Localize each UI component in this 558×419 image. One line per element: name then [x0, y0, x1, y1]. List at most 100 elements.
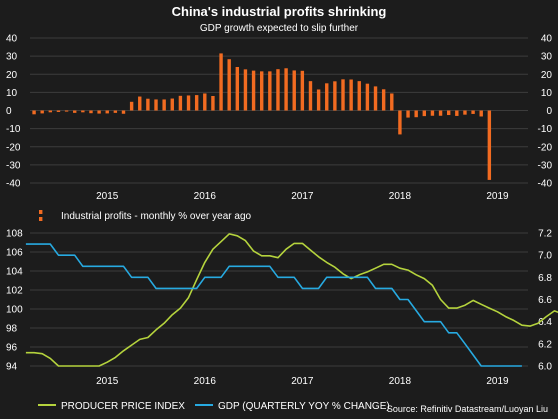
x-tick-label: 2017 — [291, 191, 314, 202]
bar — [487, 110, 492, 180]
bar — [32, 110, 36, 115]
bar — [162, 99, 166, 111]
x-tick-label: 2018 — [389, 191, 412, 202]
bar — [81, 110, 85, 113]
bar — [300, 70, 305, 111]
legend-industrial-profits: Industrial profits - monthly % over year… — [61, 211, 252, 222]
x-tick-label: 2018 — [389, 376, 412, 387]
bar — [471, 110, 475, 114]
bar — [268, 71, 272, 111]
y-tick-label-right: 6.4 — [538, 317, 552, 328]
bar — [260, 71, 264, 111]
y-tick-label-left: -40 — [6, 179, 21, 190]
y-tick-label-right: 30 — [541, 52, 553, 63]
bottom-legend: PRODUCER PRICE INDEX GDP (QUARTERLY YOY … — [38, 401, 390, 412]
bar — [105, 110, 109, 114]
y-tick-label-right: 20 — [541, 70, 553, 81]
bar — [89, 110, 93, 114]
bar — [73, 110, 77, 113]
y-tick-label-left: -10 — [6, 124, 21, 135]
bar — [146, 98, 150, 111]
x-tick-label: 2015 — [96, 191, 119, 202]
y-tick-label-right: 10 — [541, 88, 553, 99]
y-tick-label-right: -30 — [538, 160, 553, 171]
x-tick-label: 2019 — [486, 376, 509, 387]
legend-bar-icon — [39, 210, 43, 221]
y-tick-label-left: -30 — [6, 160, 21, 171]
gdp-line — [25, 243, 522, 367]
y-tick-label-left: 98 — [6, 324, 18, 335]
bar — [194, 95, 199, 111]
bar — [325, 83, 329, 111]
y-tick-label-right: 6.6 — [538, 295, 552, 306]
y-tick-label-left: 10 — [6, 88, 18, 99]
bar — [113, 110, 118, 113]
bar — [398, 110, 402, 135]
bar — [219, 53, 223, 111]
bar — [40, 110, 44, 114]
bar — [455, 110, 459, 116]
y-tick-label-right: 0 — [546, 106, 552, 117]
bar — [121, 110, 126, 114]
source-note: Source: Refinitiv Datastream/Luoyan Liu — [387, 404, 548, 414]
bar — [292, 70, 296, 111]
bar — [373, 86, 378, 111]
bar — [349, 79, 353, 111]
y-tick-label-left: 100 — [6, 305, 23, 316]
bar — [463, 110, 467, 115]
bar — [56, 110, 61, 112]
bar — [381, 89, 386, 111]
y-tick-label-left: -20 — [6, 142, 21, 153]
chart-subtitle: GDP growth expected to slip further — [200, 23, 359, 34]
bar — [138, 96, 142, 111]
bar — [97, 110, 101, 114]
y-tick-label-left: 96 — [6, 343, 18, 354]
y-tick-label-right: -10 — [538, 124, 553, 135]
y-tick-label-right: 7.2 — [538, 229, 552, 240]
bar — [414, 110, 418, 118]
bar — [170, 98, 174, 111]
y-tick-label-left: 94 — [6, 362, 18, 373]
bar — [341, 79, 345, 111]
y-tick-label-left: 30 — [6, 52, 18, 63]
chart-title: China's industrial profits shrinking — [172, 4, 387, 19]
bar — [333, 81, 337, 111]
bar — [178, 95, 183, 111]
y-tick-label-left: 104 — [6, 267, 23, 278]
industrial-profits-panel: -40 -40 -30 -30 -20 -20 -10 -10 0 0 10 10 20 20 30 30 40… — [6, 34, 552, 203]
y-tick-label-left: 20 — [6, 70, 18, 81]
bar — [316, 89, 321, 111]
bar — [243, 69, 248, 111]
legend-bar-mark — [39, 217, 43, 221]
ppi-gdp-panel: 94 96 98 100 102 104 106 108 6.0 6.2 6.4 6.6 6.8 7.0 7… — [6, 229, 558, 387]
bar — [276, 69, 280, 111]
ppi-line — [25, 233, 558, 367]
bar — [227, 59, 231, 111]
bar — [438, 110, 443, 116]
x-tick-label: 2019 — [486, 191, 509, 202]
y-tick-label-left: 108 — [6, 229, 23, 240]
bar — [64, 110, 69, 112]
bar — [186, 95, 191, 111]
bar — [48, 110, 53, 113]
bar — [235, 67, 240, 111]
bar — [365, 83, 370, 111]
y-tick-label-left: 102 — [6, 286, 23, 297]
y-tick-label-right: 6.0 — [538, 362, 552, 373]
y-tick-label-left: 40 — [6, 34, 18, 45]
legend-gdp: GDP (QUARTERLY YOY % CHANGE) — [218, 401, 390, 412]
y-tick-label-right: 40 — [541, 34, 553, 45]
bar — [430, 110, 435, 116]
bar — [211, 96, 215, 111]
bar — [479, 110, 483, 117]
bar — [308, 81, 313, 111]
legend-ppi: PRODUCER PRICE INDEX — [61, 401, 185, 412]
x-tick-label: 2015 — [96, 376, 119, 387]
bar — [406, 110, 410, 118]
top-legend: Industrial profits - monthly % over year… — [39, 210, 252, 222]
bar — [422, 110, 427, 117]
y-tick-label-right: 6.2 — [538, 339, 552, 350]
x-tick-label: 2016 — [194, 191, 217, 202]
